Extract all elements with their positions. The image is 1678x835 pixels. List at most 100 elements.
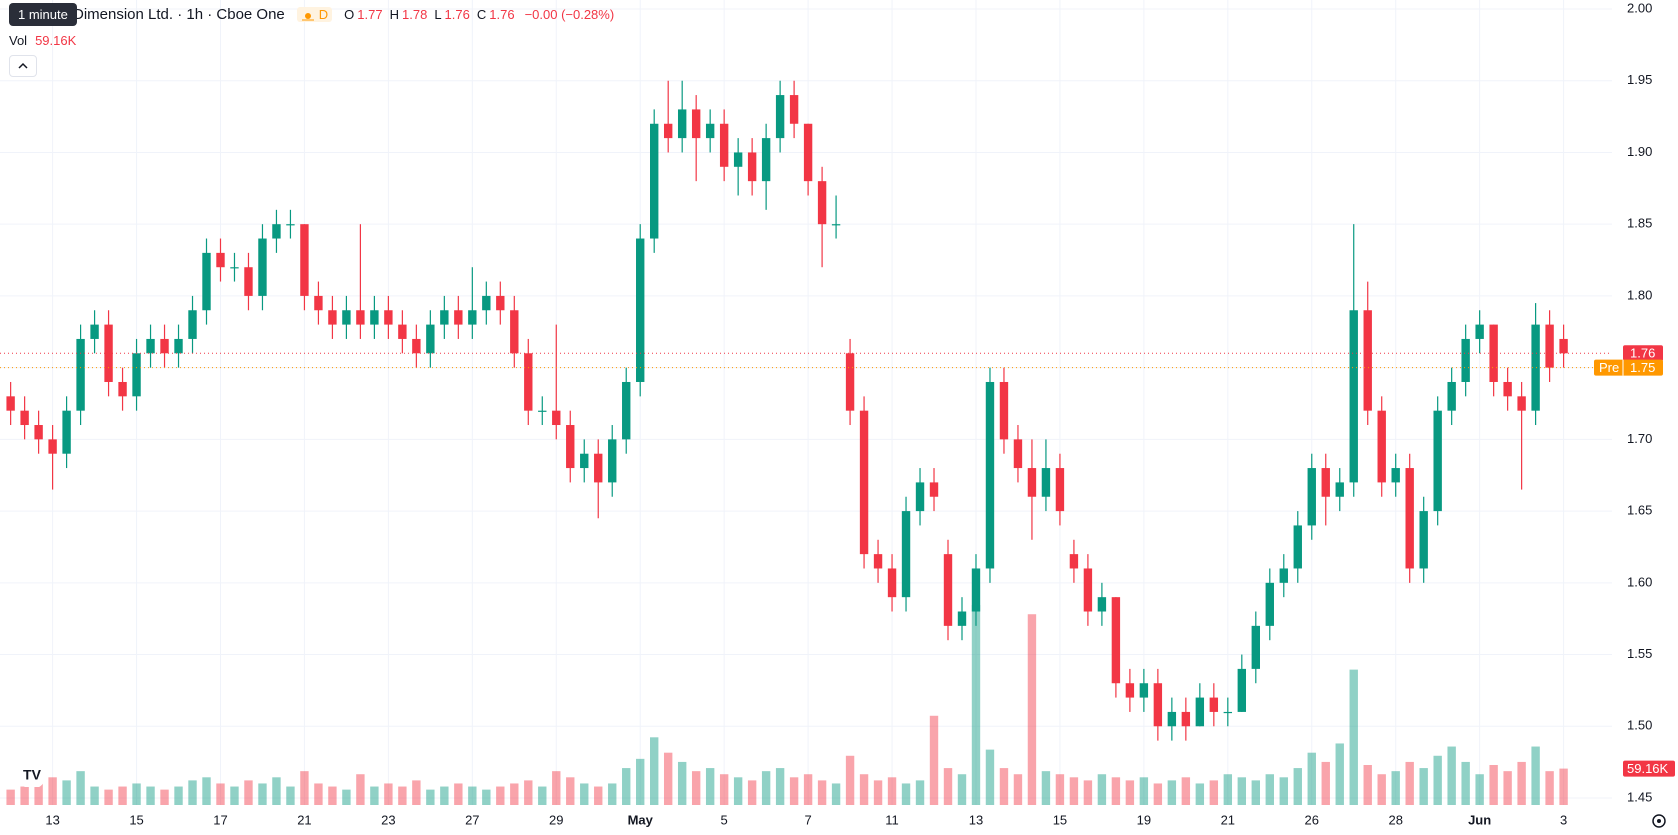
candle-body bbox=[719, 123, 729, 167]
volume-bar bbox=[775, 768, 785, 805]
chevron-icon bbox=[18, 62, 28, 69]
candle-body bbox=[971, 568, 981, 612]
volume-bar bbox=[384, 783, 393, 805]
candle-body bbox=[1475, 324, 1484, 339]
candle-body bbox=[132, 353, 141, 397]
volume-bar bbox=[901, 783, 911, 805]
legend-key: H bbox=[389, 7, 399, 22]
candle-body bbox=[733, 152, 743, 167]
volume-bar bbox=[594, 786, 603, 805]
candle-body bbox=[272, 224, 281, 239]
legend-value: 1.76 bbox=[444, 7, 470, 22]
volume-bar bbox=[1461, 761, 1470, 805]
volume-bar bbox=[342, 789, 351, 805]
candle-body bbox=[1335, 482, 1344, 497]
legend-value: 1.78 bbox=[402, 7, 428, 22]
volume-bar bbox=[300, 771, 309, 805]
candle-body bbox=[6, 396, 15, 411]
volume-bar bbox=[859, 774, 869, 805]
candle-body bbox=[1391, 468, 1400, 483]
candle-body bbox=[761, 138, 771, 182]
candle-body bbox=[691, 109, 701, 139]
candle-body bbox=[328, 310, 337, 325]
volume-bar bbox=[20, 786, 29, 805]
candle-body bbox=[482, 295, 491, 311]
volume-bar bbox=[1405, 761, 1414, 805]
volume-bar bbox=[691, 771, 701, 805]
candle-body bbox=[1517, 396, 1526, 411]
candle-body bbox=[1195, 697, 1205, 727]
legend-key: L bbox=[434, 7, 442, 22]
volume-bar bbox=[887, 777, 897, 805]
tv-logo[interactable]: TV bbox=[15, 763, 49, 787]
candle-body bbox=[468, 310, 477, 325]
y-tick-label: 1.55 bbox=[1627, 646, 1652, 661]
legend-key: C bbox=[476, 7, 487, 22]
y-tick-label: 1.50 bbox=[1627, 718, 1652, 733]
volume-value: 59.16K bbox=[35, 33, 77, 48]
candle-body bbox=[160, 338, 169, 354]
last-price-box bbox=[1623, 345, 1663, 362]
x-tick-label: 13 bbox=[969, 812, 983, 827]
candle-body bbox=[174, 338, 183, 354]
volume-bar bbox=[1475, 774, 1484, 805]
volume-bar bbox=[831, 783, 841, 805]
candle-body bbox=[622, 381, 631, 440]
volume-bar bbox=[845, 755, 855, 805]
candle-body bbox=[775, 95, 785, 139]
volume-bar bbox=[202, 777, 211, 805]
volume-bar bbox=[971, 605, 981, 805]
candle-body bbox=[789, 95, 799, 124]
x-tick-label: 5 bbox=[721, 812, 728, 827]
volume-bar bbox=[650, 737, 659, 805]
settings-icon[interactable] bbox=[1650, 812, 1668, 830]
volume-bar bbox=[412, 780, 421, 805]
y-tick-label: 1.45 bbox=[1627, 789, 1652, 804]
volume-bar bbox=[398, 786, 407, 805]
candle-body bbox=[454, 310, 463, 325]
x-tick-label: 19 bbox=[1137, 812, 1151, 827]
candle-body bbox=[1153, 683, 1163, 727]
session-icon: D bbox=[296, 7, 333, 22]
x-tick-label: 17 bbox=[213, 812, 227, 827]
volume-bar bbox=[1559, 768, 1568, 805]
volume-bar bbox=[1517, 761, 1526, 805]
volume-bar bbox=[160, 789, 169, 805]
volume-bar bbox=[454, 783, 463, 805]
legend-value: 1.77 bbox=[357, 7, 383, 22]
volume-bar bbox=[608, 783, 617, 805]
volume-bar bbox=[705, 768, 715, 805]
volume-bar bbox=[1111, 777, 1121, 805]
volume-bar bbox=[677, 761, 687, 805]
y-tick-label: 1.65 bbox=[1627, 503, 1652, 518]
volume-bar bbox=[943, 768, 953, 805]
volume-bar bbox=[1265, 774, 1274, 805]
volume-bar bbox=[985, 749, 995, 805]
collapse-button[interactable] bbox=[9, 55, 37, 77]
volume-bar bbox=[719, 774, 729, 805]
candle-body bbox=[1349, 310, 1358, 483]
volume-bar bbox=[1321, 761, 1330, 805]
volume-bar bbox=[510, 783, 519, 805]
candle-body bbox=[1083, 568, 1093, 612]
candle-body bbox=[636, 238, 645, 382]
volume-bar bbox=[132, 783, 141, 805]
pre-tag: Pre bbox=[1599, 360, 1619, 375]
candle-body bbox=[524, 353, 533, 411]
volume-bar bbox=[426, 789, 435, 805]
candle-body bbox=[426, 324, 435, 354]
x-tick-label: 7 bbox=[804, 812, 811, 827]
candle-body bbox=[1545, 324, 1554, 368]
volume-bar bbox=[230, 786, 239, 805]
candle-body bbox=[202, 252, 211, 311]
volume-bar bbox=[1069, 777, 1079, 805]
candle-body bbox=[650, 123, 659, 239]
volume-bar bbox=[104, 789, 113, 805]
candle-body bbox=[1237, 668, 1247, 712]
volume-axis-label: 59.16K bbox=[1627, 761, 1669, 776]
candle-body bbox=[412, 338, 421, 354]
candle-body bbox=[20, 410, 29, 426]
volume-bar bbox=[76, 771, 85, 805]
candle-body bbox=[1461, 338, 1470, 382]
candle-body bbox=[146, 338, 155, 354]
